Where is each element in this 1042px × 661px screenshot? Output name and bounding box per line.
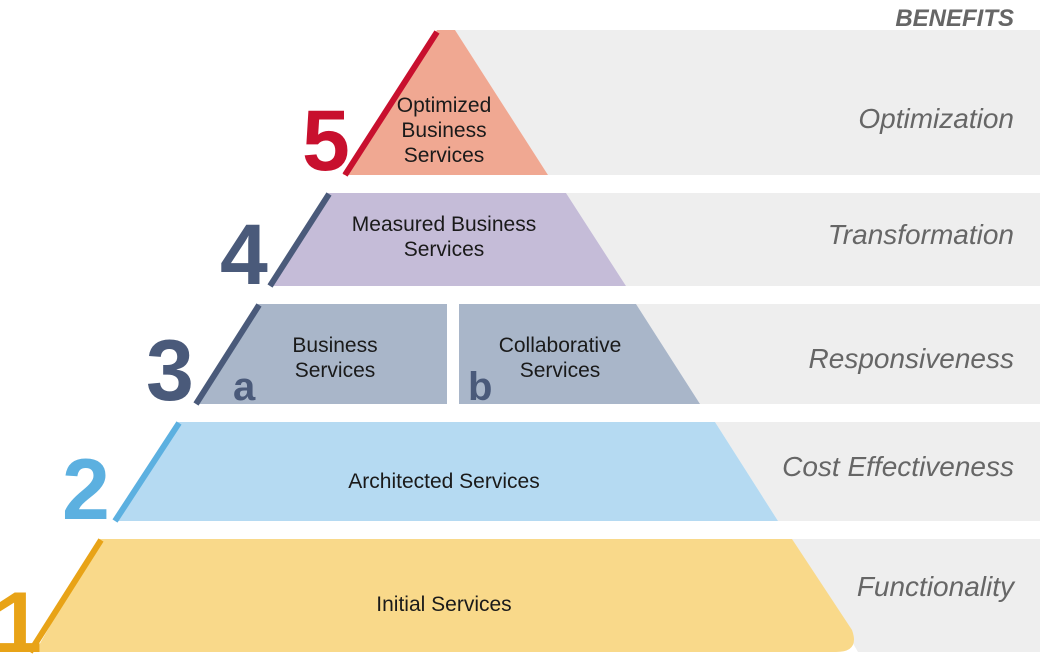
tier-5-label-line-3: Services	[404, 144, 485, 167]
level-4: 4 Measured Business Services Transformat…	[220, 192, 1040, 303]
tier-3a-label-line-1: Business	[292, 334, 377, 357]
level-2: 2 Architected Services Cost Effectivenes…	[62, 421, 1040, 538]
level-5: 5 Optimized Business Services Optimizati…	[302, 30, 1040, 189]
level-number-1: 1	[0, 575, 42, 661]
level-1: 1 Initial Services Functionality	[0, 538, 1040, 661]
benefit-cost-effectiveness: Cost Effectiveness	[782, 451, 1014, 482]
benefit-band-5	[455, 30, 1040, 175]
level-number-3: 3	[146, 323, 194, 419]
level-number-5: 5	[302, 93, 350, 189]
benefit-band-1	[792, 539, 1040, 652]
benefit-band-4	[566, 193, 1040, 286]
tier-3a-business	[196, 304, 447, 404]
level-4-slash	[267, 192, 332, 288]
tier-3b-label-line-2: Services	[520, 359, 601, 382]
benefit-transformation: Transformation	[828, 219, 1014, 250]
tier-4-label-line-2: Services	[404, 238, 485, 261]
benefit-band-2	[715, 422, 1040, 521]
level-1-slash	[27, 538, 104, 654]
sub-letter-a: a	[233, 365, 256, 409]
tier-2-architected	[115, 422, 778, 521]
tier-1-initial	[35, 539, 854, 652]
tier-3a-label-line-2: Services	[295, 359, 376, 382]
tier-1-label: Initial Services	[376, 593, 511, 616]
level-2-slash	[112, 421, 182, 523]
tier-3b-label-line-1: Collaborative	[499, 334, 622, 357]
level-5-slash	[342, 30, 440, 177]
tier-5-label-line-2: Business	[401, 119, 486, 142]
level-number-2: 2	[62, 442, 110, 538]
level-3: 3 a b Business Services Collaborative Se…	[146, 303, 1040, 419]
benefit-responsiveness: Responsiveness	[809, 343, 1014, 374]
tier-4-label-line-1: Measured Business	[352, 213, 536, 236]
benefit-functionality: Functionality	[857, 571, 1016, 602]
sub-letter-b: b	[468, 365, 492, 409]
tier-5-optimized	[343, 30, 548, 175]
benefit-band-3	[636, 304, 1040, 404]
benefit-optimization: Optimization	[858, 103, 1014, 134]
level-3-slash	[193, 303, 262, 406]
tier-3b-collaborative	[459, 304, 700, 404]
level-number-4: 4	[220, 207, 268, 303]
tier-5-label-line-1: Optimized	[397, 94, 492, 117]
tier-2-label: Architected Services	[348, 470, 539, 493]
tier-4-measured	[270, 193, 626, 286]
benefits-header: BENEFITS	[895, 5, 1014, 32]
